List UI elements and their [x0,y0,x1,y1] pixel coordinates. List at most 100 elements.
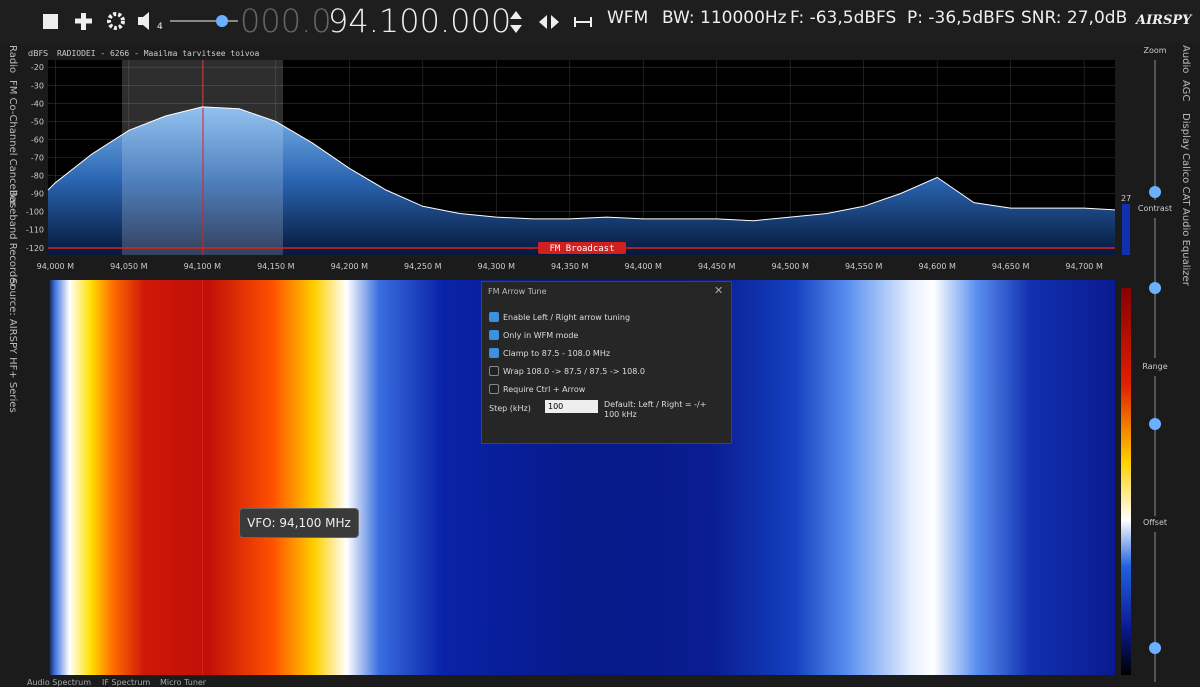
checkbox[interactable] [489,312,499,322]
option[interactable]: Clamp to 87.5 - 108.0 MHz [489,347,610,359]
x-tick-label: 94,450 M [698,262,736,271]
stop-button[interactable] [43,14,58,29]
option-label: Clamp to 87.5 - 108.0 MHz [503,348,611,358]
step-arrows[interactable] [510,11,522,33]
volume-level: 4 [157,22,163,32]
x-tick-label: 94,150 M [257,262,295,271]
step-input[interactable]: 100 [545,400,598,413]
y-tick-label: -50 [31,117,44,126]
side-tab[interactable]: Audio [1180,45,1191,74]
x-tick-label: 94,250 M [404,262,442,271]
vfo-tooltip: VFO: 94,100 MHz [239,508,359,538]
snap-icon[interactable] [574,17,592,27]
x-tick-label: 94,500 M [771,262,809,271]
y-tick-label: -80 [31,172,44,181]
slider-track [1154,60,1156,200]
x-tick-label: 94,600 M [918,262,956,271]
option-label: Require Ctrl + Arrow [503,384,586,394]
level-bar [1122,204,1130,255]
option[interactable]: Only in WFM mode [489,329,578,341]
x-tick-label: 94,000 M [37,262,75,271]
arrow-tune[interactable] [539,15,559,29]
option[interactable]: Require Ctrl + Arrow [489,383,585,395]
bottom-tab[interactable]: Micro Tuner [160,678,207,687]
side-tab[interactable]: Audio Equalizer [1180,208,1191,286]
dialog: FM Arrow Tune ✕ Enable Left / Right arro… [481,281,732,444]
side-tab[interactable]: Radio [7,45,18,74]
freq-main[interactable]: 94.100.000 [328,2,512,40]
y-tick-label: -30 [31,81,44,90]
slider-knob[interactable] [1149,642,1161,654]
band-label: FM Broadcast [549,244,614,254]
y-tick-label: -40 [31,99,44,108]
side-tab[interactable]: Display [1180,113,1191,150]
y-unit: dBFS [28,49,48,58]
settings-button[interactable] [107,12,125,30]
x-tick-label: 94,050 M [110,262,148,271]
y-tick-label: -60 [31,135,44,144]
checkbox[interactable] [489,330,499,340]
option-label: Wrap 108.0 -> 87.5 / 87.5 -> 108.0 [503,366,645,376]
add-button[interactable] [75,13,92,30]
option[interactable]: Wrap 108.0 -> 87.5 / 87.5 -> 108.0 [489,365,645,377]
slider-knob[interactable] [1149,418,1161,430]
vfo-line-waterfall [202,280,203,675]
option[interactable]: Enable Left / Right arrow tuning [489,311,630,323]
side-tab[interactable]: Source: AIRSPY HF+ Series [7,278,18,413]
level-marker: 27 [1121,194,1131,203]
toolbar-icons [43,12,238,30]
step-hint: Default: Left / Right = -/+ 100 kHz [604,400,707,419]
logo: AIRSPY [1136,13,1192,28]
option-label: Only in WFM mode [503,330,579,340]
snr: SNR: 27,0dB [1021,8,1128,28]
close-button[interactable]: ✕ [714,284,724,297]
spectrum-fill [48,106,1115,256]
x-tick-label: 94,700 M [1065,262,1103,271]
checkbox[interactable] [489,348,499,358]
spectrum-panel: FM Broadcast dBFS RADIODEI - 6266 - Maai… [26,49,1131,271]
station-name: RADIODEI - 6266 - Maailma tarvitsee toiv… [57,49,259,58]
volume-knob[interactable] [216,15,228,27]
y-tick-label: -20 [31,63,44,72]
side-tab[interactable]: FM Co-Channel Canceller [7,80,18,206]
peak-level: P: -36,5dBFS [907,8,1016,28]
band-badge [538,242,626,254]
x-tick-label: 94,350 M [551,262,589,271]
x-tick-label: 94,100 M [184,262,222,271]
slider-knob[interactable] [1149,186,1161,198]
side-tab[interactable]: AGC [1180,80,1191,102]
checkbox[interactable] [489,366,499,376]
slider-label: Range [1142,362,1168,371]
slider-label: Contrast [1137,204,1173,213]
checkbox[interactable] [489,384,499,394]
tuning-icons [510,11,592,33]
y-tick-label: -70 [31,154,44,163]
side-tab[interactable]: Baseband Recorder [7,190,18,288]
y-tick-label: -110 [26,226,44,235]
x-tick-label: 94,300 M [478,262,516,271]
spectrum-trace [47,106,1116,222]
x-tick-label: 94,200 M [331,262,369,271]
side-tab[interactable]: Calico CAT [1180,153,1191,206]
bandwidth: BW: 110000Hz [662,8,787,28]
x-tick-label: 94,550 M [845,262,883,271]
slider-label: Zoom [1143,46,1167,55]
bottom-tab[interactable]: IF Spectrum [102,678,151,687]
dialog-title: FM Arrow Tune [488,287,547,296]
slider-track [1154,376,1156,516]
toolbar: 4 000.0 94.100.000 WFM BW: 110000Hz F: -… [0,0,1200,44]
freq-prefix: 000.0 [240,2,332,40]
x-tick-label: 94,650 M [992,262,1030,271]
floor-level: F: -63,5dBFS [790,8,897,28]
y-tick-label: -120 [26,244,44,253]
volume-icon[interactable] [138,12,149,30]
bottom-tab[interactable]: Audio Spectrum [27,678,92,687]
option-label: Enable Left / Right arrow tuning [503,312,631,322]
x-tick-label: 94,400 M [625,262,663,271]
mode[interactable]: WFM [607,8,649,28]
slider-label: Offset [1142,518,1168,527]
y-tick-label: -100 [26,208,44,217]
slider-knob[interactable] [1149,282,1161,294]
slider-track [1154,532,1156,682]
